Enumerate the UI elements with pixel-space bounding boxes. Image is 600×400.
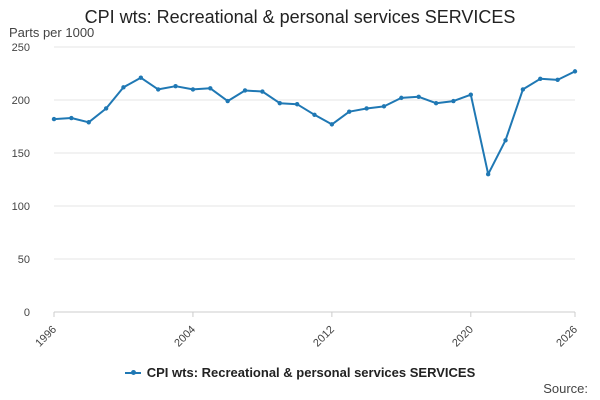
data-point [138, 75, 144, 80]
data-point [312, 112, 317, 118]
grid-lines [54, 46, 575, 313]
y-tick-label: 50 [18, 254, 30, 266]
data-point [242, 88, 248, 93]
data-point [399, 95, 404, 101]
data-point [294, 102, 300, 107]
data-point [416, 94, 421, 100]
data-point [208, 86, 213, 91]
data-point [173, 84, 178, 89]
legend-line-marker [124, 369, 141, 375]
data-point [51, 116, 57, 122]
x-tick-label: 2026 [554, 324, 580, 350]
chart-legend: CPI wts: Recreational & personal service… [0, 365, 600, 380]
y-axis-unit-label: Parts per 1000 [9, 25, 95, 40]
y-tick-label: 250 [12, 42, 30, 54]
data-point [156, 87, 161, 92]
data-point [485, 172, 491, 177]
data-point [381, 104, 387, 109]
data-point [364, 106, 369, 111]
data-point [503, 138, 508, 143]
y-tick-label: 200 [12, 95, 30, 107]
y-tick-label: 150 [12, 148, 30, 160]
series-layer [51, 69, 578, 177]
data-point [277, 100, 282, 106]
y-tick-label: 100 [12, 201, 30, 213]
data-point [520, 87, 526, 92]
source-label: Source: [543, 381, 588, 396]
chart-title: CPI wts: Recreational & personal service… [84, 7, 516, 27]
data-point [555, 77, 560, 83]
data-point [121, 85, 126, 90]
y-tick-label: 0 [24, 307, 30, 319]
data-point [433, 100, 439, 106]
x-tick-label: 2012 [311, 324, 337, 350]
data-point [190, 87, 196, 92]
x-axis: 1996 2004 2012 2020 2026 [33, 311, 580, 350]
x-tick-label: 2004 [172, 324, 198, 350]
y-axis-tick-labels: 0 50 100 150 200 250 [12, 42, 30, 319]
legend-series-label: CPI wts: Recreational & personal service… [146, 365, 476, 380]
data-point [69, 115, 74, 121]
data-point [103, 106, 109, 111]
data-point [225, 98, 230, 104]
data-point [347, 109, 352, 114]
data-point [468, 92, 473, 97]
x-tick-label: 2020 [450, 324, 476, 350]
data-point [86, 120, 91, 125]
data-point [451, 98, 456, 104]
data-point [329, 122, 335, 127]
data-point [538, 76, 543, 82]
data-point [260, 89, 265, 94]
x-tick-label: 1996 [33, 324, 59, 350]
data-point [572, 69, 578, 74]
series-line [53, 70, 576, 176]
